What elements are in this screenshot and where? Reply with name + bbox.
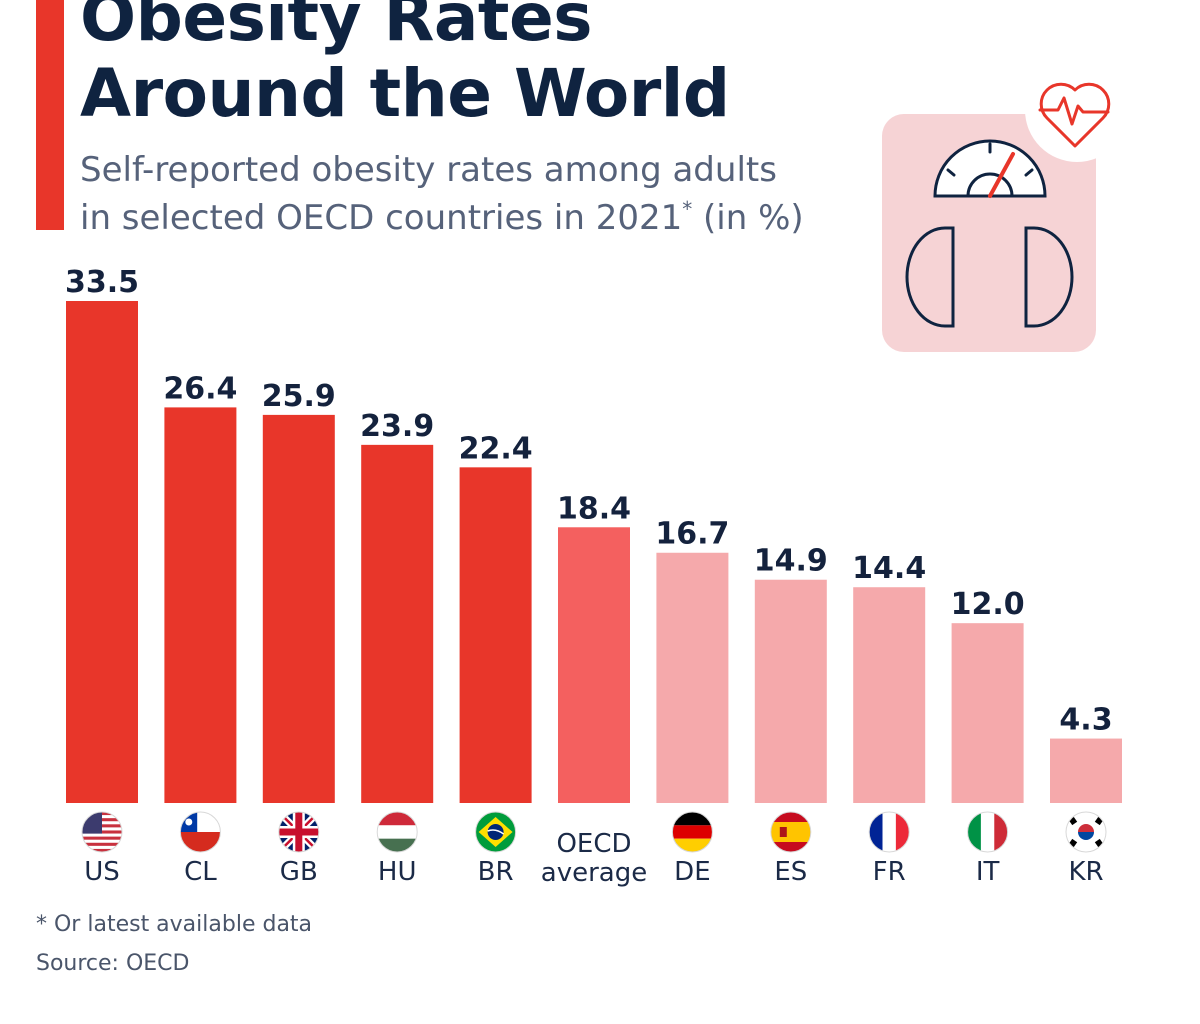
kr-flag-icon bbox=[1065, 811, 1107, 853]
cl-flag-icon bbox=[179, 811, 221, 853]
bar-chart: 33.5 26.4 25.9 23.9 22.4 18.4 16.7 14.9 14.4 12.0… bbox=[65, 265, 1122, 888]
scale-needle bbox=[988, 152, 1015, 198]
category-label: HU bbox=[378, 857, 417, 887]
gb-flag-icon bbox=[278, 811, 320, 853]
category-label: average bbox=[541, 858, 647, 888]
value-label: 12.0 bbox=[951, 587, 1025, 622]
br-flag-icon bbox=[475, 811, 517, 853]
category-label: CL bbox=[184, 857, 217, 887]
value-label: 16.7 bbox=[655, 517, 729, 552]
bar-de bbox=[656, 552, 729, 803]
bar-kr bbox=[1050, 738, 1122, 803]
subtitle-line-2: in selected OECD countries in 2021 bbox=[80, 198, 683, 238]
scale-tick bbox=[1024, 168, 1034, 177]
bar-fr bbox=[853, 587, 926, 803]
category-label: DE bbox=[674, 857, 710, 887]
scale-tick bbox=[946, 168, 956, 177]
value-label: 14.4 bbox=[852, 551, 926, 586]
bar-cl bbox=[164, 407, 237, 803]
bar-us bbox=[66, 301, 138, 803]
category-label: KR bbox=[1068, 857, 1103, 887]
flags-layer bbox=[81, 811, 1107, 853]
value-label: 33.5 bbox=[65, 265, 139, 300]
value-label: 14.9 bbox=[754, 544, 828, 579]
title-line-1: Obesity Rates bbox=[80, 0, 593, 56]
bars-layer bbox=[66, 301, 1122, 803]
value-label: 25.9 bbox=[262, 379, 336, 414]
value-label: 22.4 bbox=[459, 431, 533, 466]
de-flag-icon bbox=[671, 811, 713, 853]
scale-right-foot bbox=[1024, 226, 1074, 328]
title-line-2: Around the World bbox=[80, 55, 730, 132]
value-label: 4.3 bbox=[1059, 703, 1112, 738]
bar-gb bbox=[262, 414, 335, 803]
subtitle-line-1: Self-reported obesity rates among adults bbox=[80, 150, 777, 190]
us-flag-icon bbox=[81, 811, 123, 853]
hu-flag-icon bbox=[376, 811, 418, 853]
subtitle-asterisk: * bbox=[682, 197, 693, 221]
chart-subtitle: Self-reported obesity rates among adults… bbox=[80, 146, 870, 242]
chart-title: Obesity Rates Around the World bbox=[80, 0, 730, 132]
value-label: 26.4 bbox=[163, 371, 237, 406]
scale-dial-inner bbox=[966, 172, 1014, 198]
bar-hu bbox=[361, 444, 434, 803]
category-label: IT bbox=[976, 857, 1000, 887]
value-label: 23.9 bbox=[360, 409, 434, 444]
source-note: Source: OECD bbox=[36, 951, 190, 976]
value-labels-layer: 33.5 26.4 25.9 23.9 22.4 18.4 16.7 14.9 14.4 12.0… bbox=[65, 265, 1113, 738]
footnote: * Or latest available data bbox=[36, 912, 313, 937]
category-label: US bbox=[84, 857, 120, 887]
it-flag-icon bbox=[967, 811, 1009, 853]
es-flag-icon bbox=[770, 811, 812, 853]
scale-left-foot bbox=[905, 226, 955, 328]
subtitle-unit: (in %) bbox=[692, 198, 804, 238]
bar-it bbox=[951, 623, 1024, 803]
category-label: OECD bbox=[556, 829, 631, 859]
scale-background bbox=[882, 114, 1096, 352]
scale-illustration bbox=[882, 58, 1129, 352]
bar-oecd-average bbox=[558, 527, 630, 803]
category-label: GB bbox=[280, 857, 318, 887]
bar-br bbox=[459, 467, 532, 803]
category-label: BR bbox=[478, 857, 514, 887]
heartbeat-icon bbox=[1038, 82, 1111, 148]
accent-bar bbox=[36, 0, 64, 230]
bar-es bbox=[754, 579, 827, 803]
value-label: 18.4 bbox=[557, 491, 631, 526]
category-label: ES bbox=[774, 857, 807, 887]
category-label: FR bbox=[873, 857, 906, 887]
bathroom-scale-icon bbox=[905, 139, 1074, 328]
scale-dial-icon bbox=[933, 139, 1047, 198]
fr-flag-icon bbox=[868, 811, 910, 853]
